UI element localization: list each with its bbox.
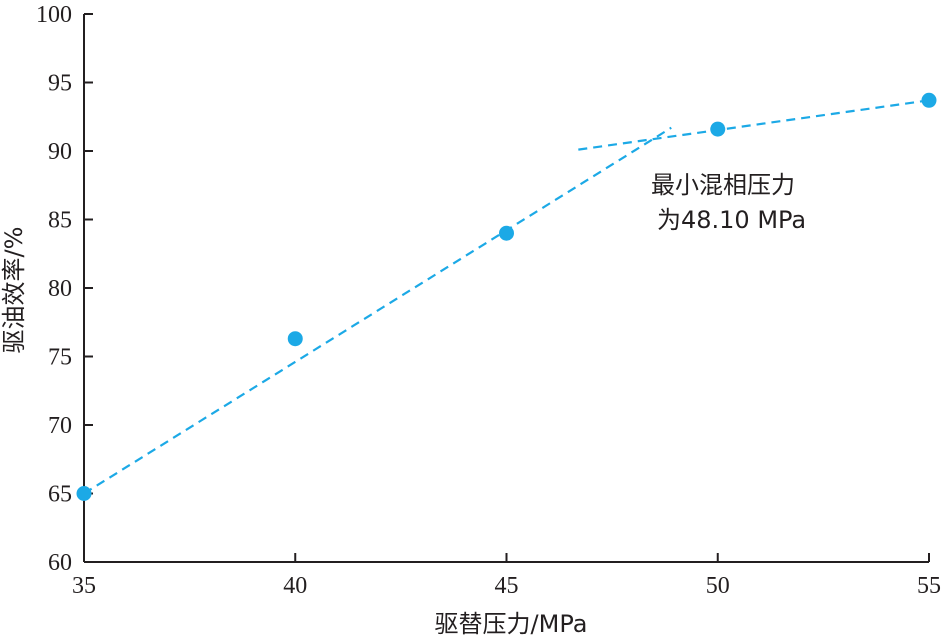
data-point bbox=[287, 331, 303, 347]
y-axis-title: 驱油效率/% bbox=[0, 227, 28, 354]
y-tick-label: 90 bbox=[48, 139, 72, 165]
y-tick-label: 70 bbox=[48, 413, 72, 439]
y-tick-label: 100 bbox=[36, 2, 72, 28]
fit-line-1 bbox=[83, 126, 672, 495]
x-tick-label: 50 bbox=[706, 573, 730, 599]
annotation-line-2: 为48.10 MPa bbox=[657, 206, 806, 234]
data-point bbox=[499, 225, 514, 241]
fit-lines bbox=[83, 99, 930, 495]
fit-line-2 bbox=[578, 99, 930, 151]
x-tick-label: 35 bbox=[72, 573, 96, 599]
x-tick-label: 45 bbox=[495, 573, 519, 599]
x-tick-label: 55 bbox=[917, 573, 941, 599]
data-point bbox=[921, 92, 937, 108]
annotation-line-1: 最小混相压力 bbox=[651, 171, 795, 199]
axes: 60 65 70 75 80 85 90 95 100 35 40 45 50 55 bbox=[36, 2, 941, 599]
x-axis-title: 驱替压力/MPa bbox=[435, 610, 588, 638]
y-tick-label: 85 bbox=[48, 208, 72, 234]
y-tick-label: 95 bbox=[48, 71, 72, 97]
data-point bbox=[710, 121, 726, 137]
x-tick-label: 40 bbox=[283, 573, 307, 599]
data-point bbox=[76, 486, 92, 501]
y-tick-label: 65 bbox=[48, 482, 72, 508]
y-tick-label: 75 bbox=[48, 345, 72, 371]
y-tick-label: 80 bbox=[48, 276, 72, 302]
y-tick-label: 60 bbox=[48, 550, 72, 576]
data-points bbox=[76, 92, 937, 501]
